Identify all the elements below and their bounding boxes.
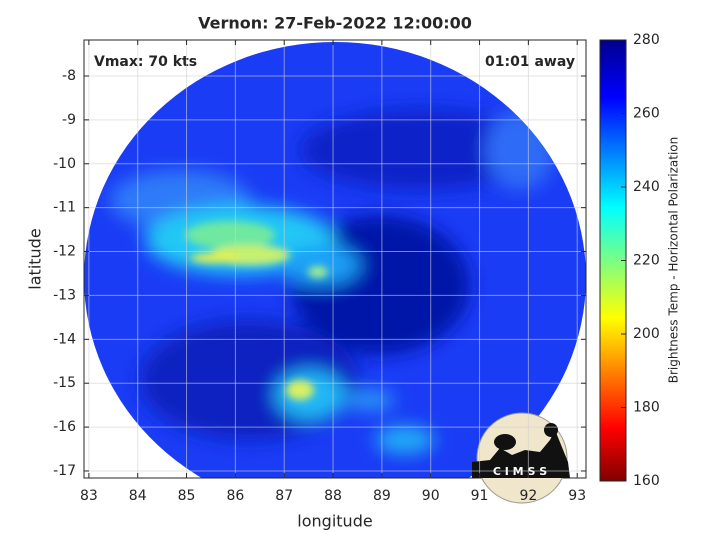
colorbar-tick-label: 160: [633, 473, 660, 489]
colorbar-tick-label: 220: [633, 253, 660, 269]
x-axis-label: longitude: [297, 512, 372, 531]
x-tick-label: 90: [422, 488, 440, 504]
y-tick-label: -8: [62, 68, 76, 84]
y-tick-label: -16: [53, 419, 76, 435]
annotation: 01:01 away: [485, 54, 575, 70]
x-tick-label: 93: [568, 488, 586, 504]
y-tick-label: -15: [53, 375, 76, 391]
chart-title: Vernon: 27-Feb-2022 12:00:00: [198, 14, 472, 33]
y-tick-label: -10: [53, 156, 76, 172]
colorbar-tick-label: 240: [633, 179, 660, 195]
x-tick-label: 87: [275, 488, 293, 504]
x-tick-label: 88: [324, 488, 342, 504]
swath-image: [84, 42, 586, 478]
colorbar-tick-label: 180: [633, 400, 660, 416]
x-tick-label: 86: [226, 488, 244, 504]
y-tick-label: -14: [53, 331, 76, 347]
x-tick-label: 91: [471, 488, 489, 504]
colorbar-label: Brightness Temp - Horizontal Polarizatio…: [667, 137, 681, 384]
x-tick-label: 84: [129, 488, 147, 504]
y-tick-label: -12: [53, 244, 76, 260]
y-tick-label: -11: [53, 200, 76, 216]
x-tick-label: 92: [519, 488, 537, 504]
y-tick-label: -13: [53, 287, 76, 303]
logo: C I M S S: [472, 412, 570, 504]
x-tick-label: 83: [80, 488, 98, 504]
y-tick-label: -17: [53, 463, 76, 479]
logo-text: C I M S S: [493, 465, 547, 478]
colorbar-tick-label: 280: [633, 32, 660, 48]
plot-frame: [83, 39, 587, 479]
y-axis-label: latitude: [26, 228, 45, 289]
annotation: Vmax: 70 kts: [94, 54, 197, 70]
colorbar-tick-label: 200: [633, 326, 660, 342]
x-tick-label: 85: [178, 488, 196, 504]
x-tick-label: 89: [373, 488, 391, 504]
colorbar-tick-label: 260: [633, 106, 660, 122]
y-tick-label: -9: [62, 112, 76, 128]
